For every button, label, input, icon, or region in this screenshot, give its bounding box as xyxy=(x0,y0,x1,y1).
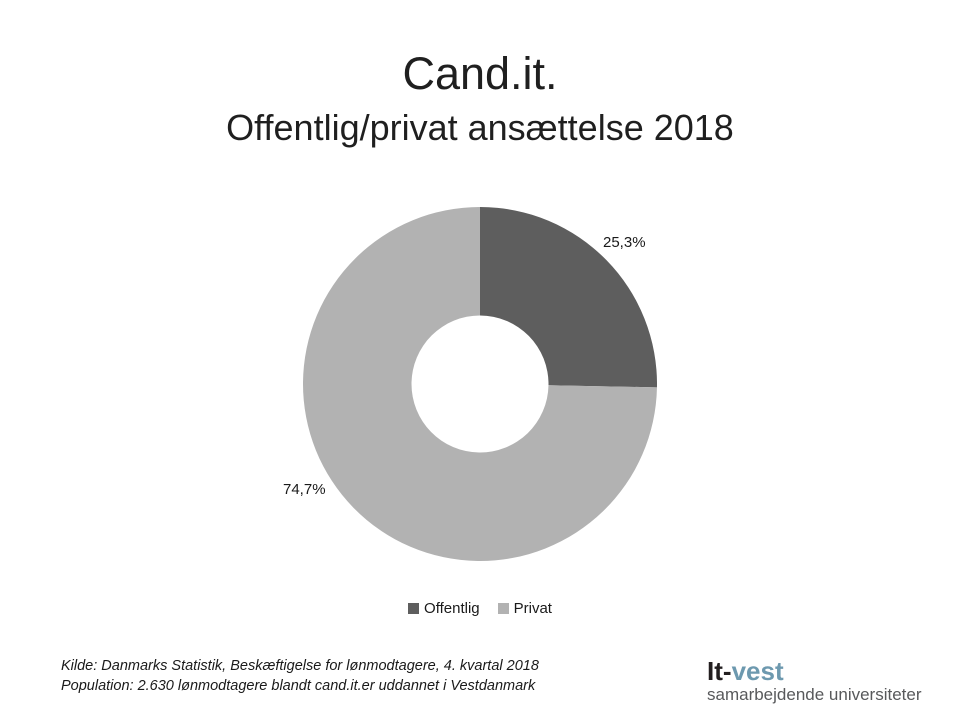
legend-item-privat: Privat xyxy=(497,600,552,617)
itvest-logo-brand: It-vest xyxy=(707,658,922,685)
logo-brand-suffix: vest xyxy=(731,656,784,686)
donut-chart-svg xyxy=(303,207,658,561)
slide-subtitle: Offentlig/privat ansættelse 2018 xyxy=(226,107,734,148)
donut-chart xyxy=(302,206,658,562)
source-note: Kilde: Danmarks Statistik, Beskæftigelse… xyxy=(61,656,539,696)
chart-legend: Offentlig Privat xyxy=(0,600,960,617)
data-label-offentlig: 25,3% xyxy=(603,234,646,251)
pie-slice-privat xyxy=(303,207,657,561)
logo-brand-prefix: It xyxy=(707,656,723,686)
itvest-logo: It-vest samarbejdende universiteter xyxy=(707,658,922,704)
pie-slice-offentlig xyxy=(480,207,658,388)
legend-label-offentlig: Offentlig xyxy=(424,600,480,617)
itvest-logo-tagline: samarbejdende universiteter xyxy=(707,685,922,704)
source-line-1: Kilde: Danmarks Statistik, Beskæftigelse… xyxy=(61,658,539,674)
legend-label-privat: Privat xyxy=(513,600,552,617)
logo-brand-hyphen: - xyxy=(722,656,732,686)
legend-swatch-offentlig xyxy=(408,603,420,614)
data-label-privat: 74,7% xyxy=(283,481,326,498)
slide-title: Cand.it. xyxy=(402,48,558,99)
legend-item-offentlig: Offentlig xyxy=(408,600,480,617)
legend-swatch-privat xyxy=(497,603,509,614)
source-line-2: Population: 2.630 lønmodtagere blandt ca… xyxy=(61,678,536,694)
